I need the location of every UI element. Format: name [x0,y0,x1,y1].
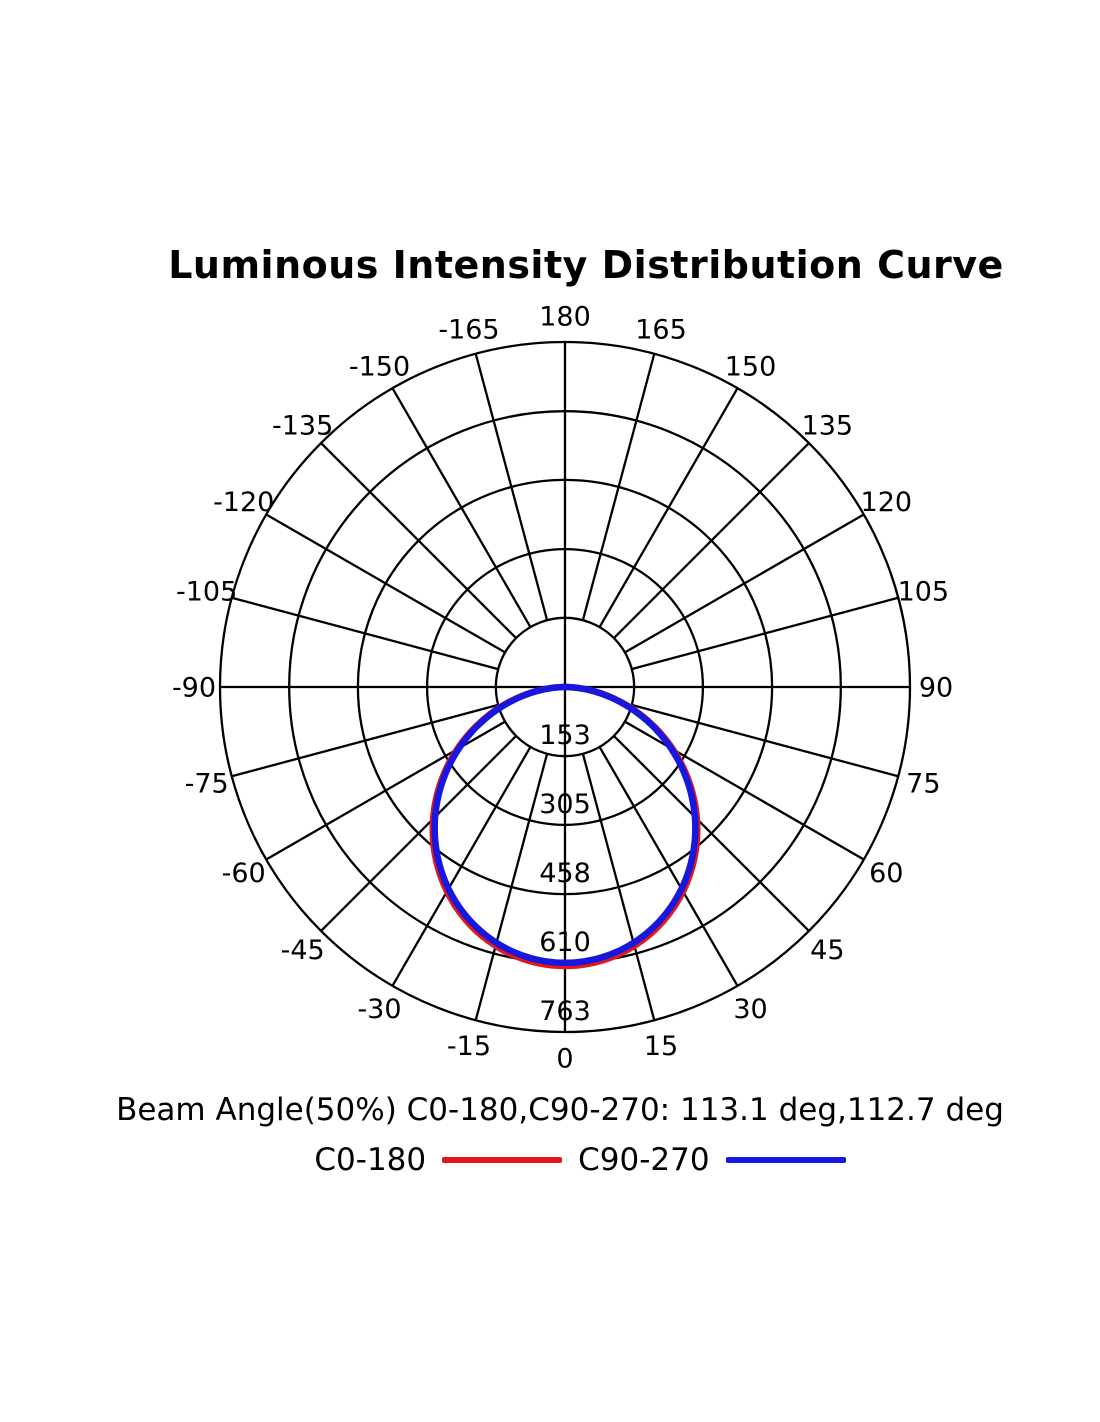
grid-spoke [613,735,810,932]
grid-spoke [581,353,656,621]
grid-spoke [598,746,739,987]
angle-tick-label: 60 [869,858,903,889]
chart-title: Luminous Intensity Distribution Curve [168,243,1004,287]
radial-tick-label: 610 [539,927,591,958]
grid-spoke [631,596,899,671]
legend-label: C0-180 [314,1142,427,1178]
legend-label: C90-270 [578,1142,710,1178]
angle-tick-label: -150 [349,351,410,382]
angle-tick-label: 90 [919,673,953,704]
grid-spoke [624,720,865,861]
angle-tick-label: 105 [898,577,950,608]
grid-spoke [265,513,506,654]
grid-spoke [391,387,532,628]
grid-spoke [265,720,506,861]
grid-spoke [320,442,517,639]
grid-spoke [581,753,656,1021]
angle-tick-label: 45 [810,935,844,966]
grid-spoke [631,703,899,778]
angle-tick-label: 135 [802,410,854,441]
grid-spoke [474,353,549,621]
angle-tick-label: 180 [539,302,591,333]
legend-item-c0-180: C0-180 [314,1142,563,1178]
curve-c90-270 [431,683,699,967]
radial-tick-label: 305 [539,789,591,820]
angle-tick-label: 165 [635,314,687,345]
angle-tick-label: -105 [176,577,237,608]
angle-tick-label: -15 [447,1031,491,1062]
grid-spoke [598,387,739,628]
angle-tick-label: -90 [172,673,216,704]
grid-spoke [391,746,532,987]
angle-tick-label: 15 [644,1031,678,1062]
angle-tick-label: -135 [272,410,333,441]
grid-spoke [624,513,865,654]
angle-tick-label: 150 [725,351,777,382]
legend-item-c90-270: C90-270 [578,1142,846,1178]
radial-tick-label: 153 [539,720,591,751]
angle-tick-label: -60 [222,858,266,889]
chart-legend: C0-180 C90-270 [30,1142,1100,1178]
angle-tick-label: -45 [281,935,325,966]
radial-tick-label: 458 [539,858,591,889]
radial-tick-label: 763 [539,996,591,1027]
angle-tick-label: -30 [357,994,401,1025]
grid-spoke [613,442,810,639]
angle-tick-label: 75 [906,769,940,800]
angle-tick-label: -120 [213,487,274,518]
legend-line-swatch [725,1157,846,1163]
grid-spoke [231,596,499,671]
angle-tick-label: 0 [556,1044,573,1075]
angle-tick-label: -75 [185,769,229,800]
grid-spoke [231,703,499,778]
grid-spoke [474,753,549,1021]
angle-tick-label: 30 [733,994,767,1025]
legend-line-swatch [442,1157,563,1163]
beam-angle-annotation: Beam Angle(50%) C0-180,C90-270: 113.1 de… [116,1092,1004,1128]
angle-tick-label: 120 [861,487,913,518]
grid-spoke [320,735,517,932]
angle-tick-label: -165 [438,314,499,345]
